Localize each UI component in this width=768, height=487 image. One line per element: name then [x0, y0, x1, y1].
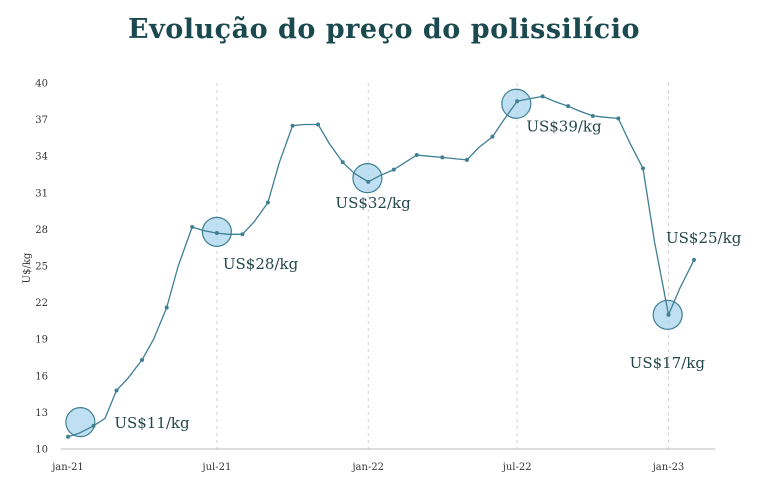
annotation-label: US$17/kg: [630, 354, 706, 372]
series-line-path: [67, 95, 695, 438]
data-point: [164, 305, 169, 310]
data-point: [316, 122, 321, 127]
y-tick-labels: 10 13 16 19 22 25 28 31 34 37 40: [35, 79, 48, 456]
x-tick-label: jul-22: [502, 462, 532, 473]
data-point: [515, 99, 520, 104]
data-point: [366, 179, 371, 184]
data-point: [566, 104, 571, 109]
data-point: [590, 113, 595, 118]
y-tick-label: 28: [35, 225, 48, 236]
data-point: [114, 388, 119, 393]
highlight-circle: [352, 163, 383, 194]
data-point: [190, 224, 195, 229]
y-tick-label: 34: [35, 152, 48, 163]
data-point: [440, 155, 445, 160]
y-tick-label: 25: [35, 262, 48, 273]
data-point: [666, 312, 671, 317]
data-point: [692, 257, 696, 262]
highlight-circles: [65, 88, 683, 438]
x-tick-labels: jan-21 jul-21 jan-22 jul-22 jan-23: [51, 462, 684, 473]
y-tick-label: 13: [35, 408, 48, 419]
y-tick-label: 37: [35, 115, 48, 126]
annotation-label: US$39/kg: [526, 118, 602, 136]
data-point: [616, 116, 621, 121]
y-tick-label: 16: [35, 371, 48, 382]
x-tick-label: jul-21: [201, 462, 231, 473]
x-tick-label: jan-23: [652, 462, 685, 473]
chart-title: Evolução do preço do polissilício: [128, 14, 640, 45]
data-point: [391, 167, 396, 172]
data-point: [265, 200, 270, 205]
y-tick-label: 10: [35, 445, 48, 456]
highlight-circle: [501, 88, 532, 119]
annotation-label: US$32/kg: [335, 194, 411, 212]
series-markers: [66, 94, 696, 439]
data-point: [464, 157, 469, 162]
annotation-labels: US$11/kg US$28/kg US$32/kg US$39/kg US$17/kg…: [114, 118, 741, 432]
x-tick-label: jan-22: [351, 462, 384, 473]
series-line: [67, 95, 695, 438]
y-tick-label: 22: [35, 298, 48, 309]
annotation-label: US$11/kg: [114, 414, 190, 432]
x-gridlines: [216, 83, 669, 449]
y-tick-label: 40: [35, 79, 48, 90]
annotation-label: US$28/kg: [223, 255, 299, 273]
y-axis-label: U$/kg: [22, 252, 33, 283]
data-point: [140, 357, 145, 362]
data-point: [640, 166, 645, 171]
data-point: [66, 434, 70, 439]
data-point: [240, 232, 245, 237]
data-point: [91, 423, 96, 428]
data-point: [414, 152, 419, 157]
data-point: [290, 123, 295, 128]
data-point: [540, 94, 545, 99]
data-point: [340, 160, 345, 165]
annotation-label: US$25/kg: [666, 229, 742, 247]
y-tick-label: 19: [35, 335, 48, 346]
data-point: [214, 231, 219, 236]
y-tick-label: 31: [35, 188, 48, 199]
x-tick-label: jan-21: [51, 462, 84, 473]
data-point: [490, 134, 495, 139]
